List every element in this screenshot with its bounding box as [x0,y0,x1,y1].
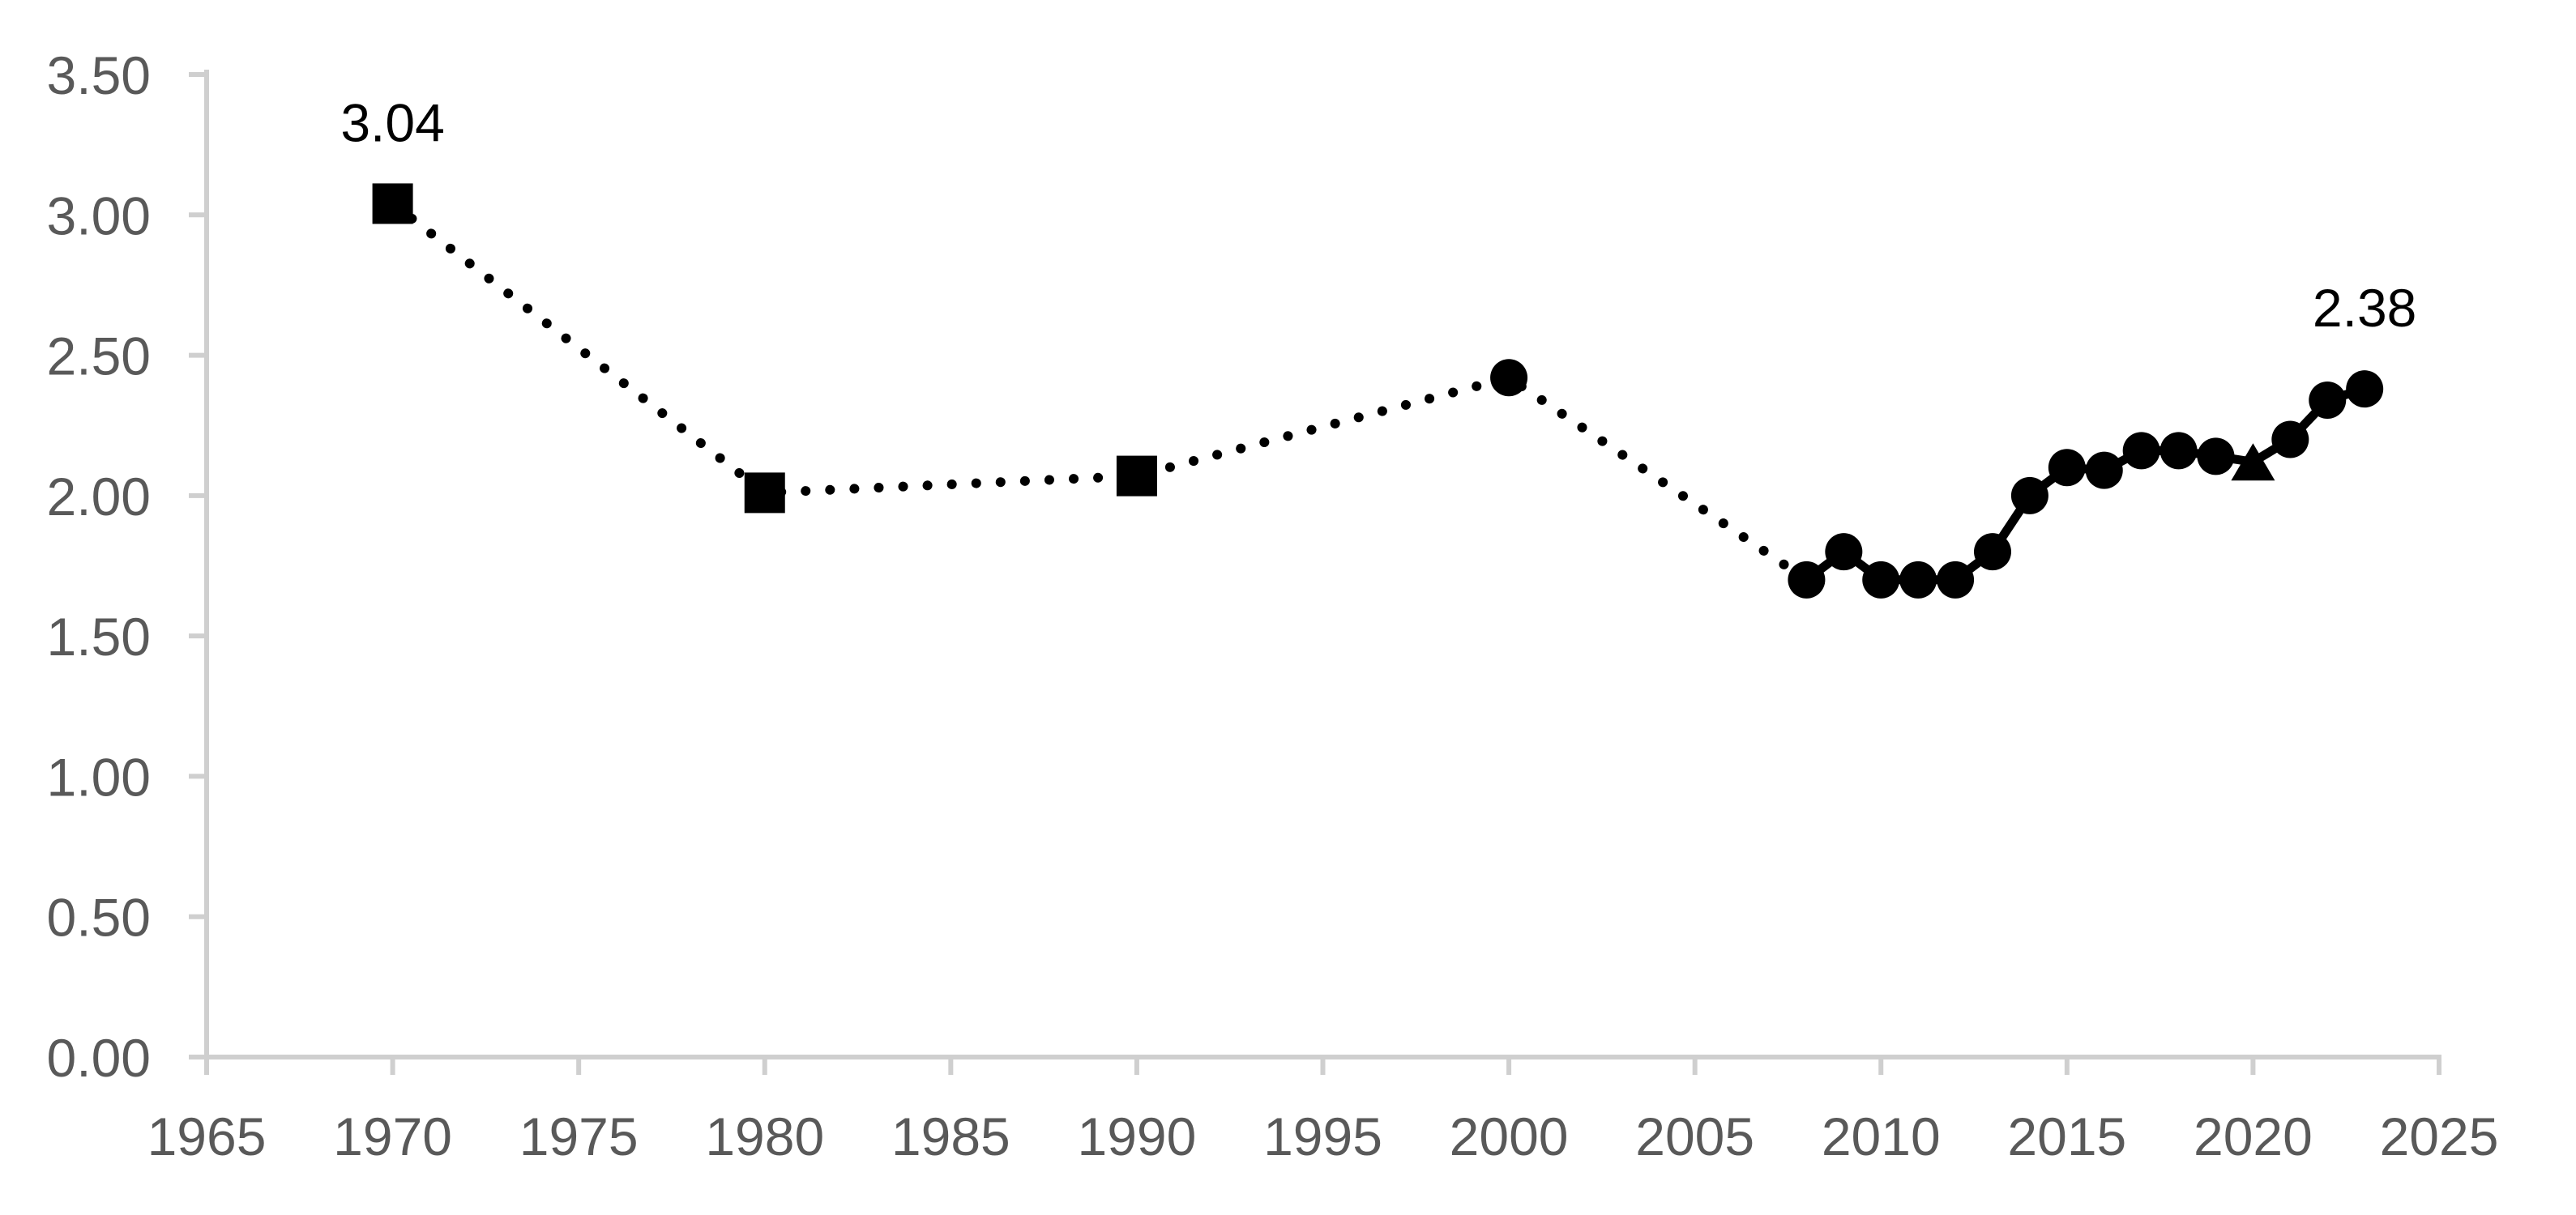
marker-circle-2000 [1490,359,1528,397]
marker-circle-2018 [2159,432,2198,470]
data-label-2023: 2.38 [2313,278,2416,338]
marker-circle-2008 [1788,561,1826,599]
x-tick-label-2020: 2020 [2194,1106,2313,1166]
marker-square-1980 [744,472,785,514]
x-tick-label-2025: 2025 [2380,1106,2499,1166]
marker-circle-2010 [1862,561,1900,599]
marker-circle-2014 [2010,476,2048,514]
series-group [372,183,2384,599]
y-tick-label-2.00: 2.00 [47,467,151,526]
marker-square-1970 [372,183,413,224]
axes-group: 0.00 0.50 1.00 1.50 2.00 2.50 3.00 3.50 1965 1970… [47,45,2499,1166]
x-tick-label-1975: 1975 [519,1106,639,1166]
y-tick-label-1.00: 1.00 [47,747,151,807]
x-tick-label-2010: 2010 [1822,1106,1941,1166]
marker-square-1990 [1116,455,1157,497]
marker-circle-2017 [2122,432,2160,470]
x-tick-label-1985: 1985 [891,1106,1010,1166]
x-tick-label-2000: 2000 [1450,1106,1569,1166]
y-tick-label-0.00: 0.00 [47,1028,151,1088]
series-line-recent-annual [1804,384,2366,585]
x-tick-label-2015: 2015 [2007,1106,2126,1166]
x-tick-label-1970: 1970 [333,1106,452,1166]
y-tick-label-3.50: 3.50 [47,45,151,105]
y-tick-label-1.50: 1.50 [47,607,151,667]
marker-circle-2013 [1974,533,2011,571]
marker-circle-2022 [2309,382,2347,420]
series-line-historical-decennial [387,198,1812,585]
marker-triangle-2020 [2231,443,2275,481]
x-tick-label-1995: 1995 [1263,1106,1382,1166]
data-label-1970: 3.04 [340,92,444,152]
y-tick-label-0.50: 0.50 [47,888,151,948]
marker-circle-2019 [2197,437,2235,475]
y-tick-label-3.00: 3.00 [47,185,151,245]
marker-circle-2015 [2048,449,2086,487]
marker-circle-2012 [1937,561,1975,599]
marker-circle-2009 [1825,533,1863,571]
x-tick-label-2005: 2005 [1635,1106,1754,1166]
x-tick-label-1965: 1965 [147,1106,267,1166]
x-tick-label-1980: 1980 [705,1106,824,1166]
marker-circle-2023 [2346,370,2384,408]
x-tick-label-1990: 1990 [1078,1106,1197,1166]
marker-circle-2016 [2085,451,2123,489]
data-labels-group: 3.04 2.38 [340,92,2416,338]
y-tick-label-2.50: 2.50 [47,326,151,386]
marker-circle-2021 [2271,420,2309,458]
marker-circle-2011 [1899,561,1937,599]
